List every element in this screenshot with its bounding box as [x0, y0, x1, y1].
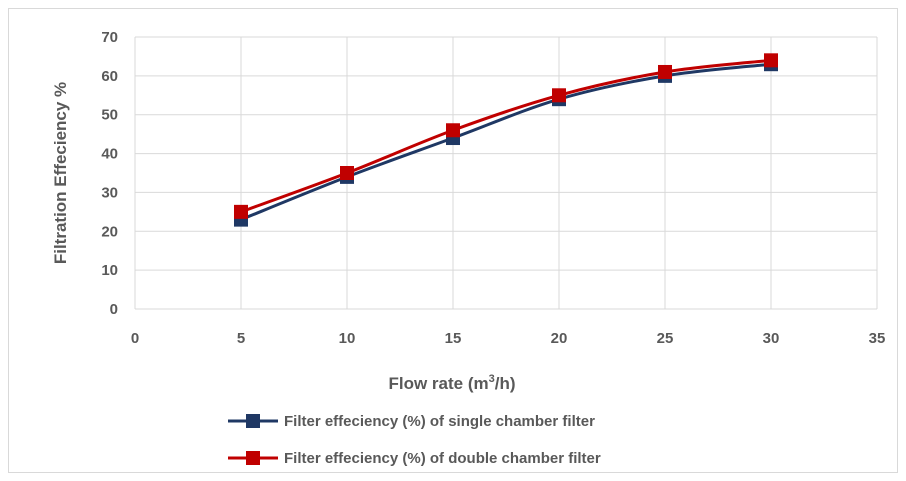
- x-axis-title: Flow rate (m3/h): [388, 373, 515, 393]
- y-tick-labels: 0 10 20 30 40 50 60 70: [101, 29, 118, 318]
- y-tick-label: 0: [110, 301, 118, 318]
- legend: Filter effeciency (%) of single chamber …: [228, 413, 601, 467]
- series-line-0: [241, 64, 771, 219]
- y-tick-label: 30: [101, 184, 118, 201]
- data-point: [552, 88, 566, 102]
- legend-marker-double: [246, 451, 260, 465]
- x-tick-label: 20: [551, 330, 568, 347]
- data-point: [446, 123, 460, 137]
- x-tick-label: 15: [445, 330, 462, 347]
- x-axis-title-tail: /h): [495, 374, 516, 393]
- data-point: [340, 166, 354, 180]
- y-tick-label: 50: [101, 107, 118, 124]
- y-tick-label: 70: [101, 29, 118, 46]
- legend-entry-single: Filter effeciency (%) of single chamber …: [228, 413, 595, 430]
- legend-label-single: Filter effeciency (%) of single chamber …: [284, 413, 595, 430]
- data-point: [234, 205, 248, 219]
- x-tick-label: 0: [131, 330, 139, 347]
- legend-label-double: Filter effeciency (%) of double chamber …: [284, 450, 601, 467]
- grid: [135, 37, 877, 309]
- x-axis-title-main: Flow rate (m: [388, 374, 488, 393]
- legend-marker-single: [246, 414, 260, 428]
- x-tick-labels: 0 5 10 15 20 25 30 35: [131, 330, 886, 347]
- y-axis-title: Filtration Effeciency %: [51, 82, 70, 264]
- y-tick-label: 20: [101, 223, 118, 240]
- series-lines: [241, 60, 771, 219]
- x-tick-label: 5: [237, 330, 245, 347]
- series-line-1: [241, 60, 771, 212]
- data-point: [764, 53, 778, 67]
- series-markers: [234, 53, 778, 226]
- y-tick-label: 10: [101, 262, 118, 279]
- x-tick-label: 35: [869, 330, 886, 347]
- data-point: [658, 65, 672, 79]
- y-tick-label: 60: [101, 68, 118, 85]
- x-tick-label: 30: [763, 330, 780, 347]
- y-tick-label: 40: [101, 146, 118, 163]
- x-tick-label: 10: [339, 330, 356, 347]
- legend-entry-double: Filter effeciency (%) of double chamber …: [228, 450, 601, 467]
- x-tick-label: 25: [657, 330, 674, 347]
